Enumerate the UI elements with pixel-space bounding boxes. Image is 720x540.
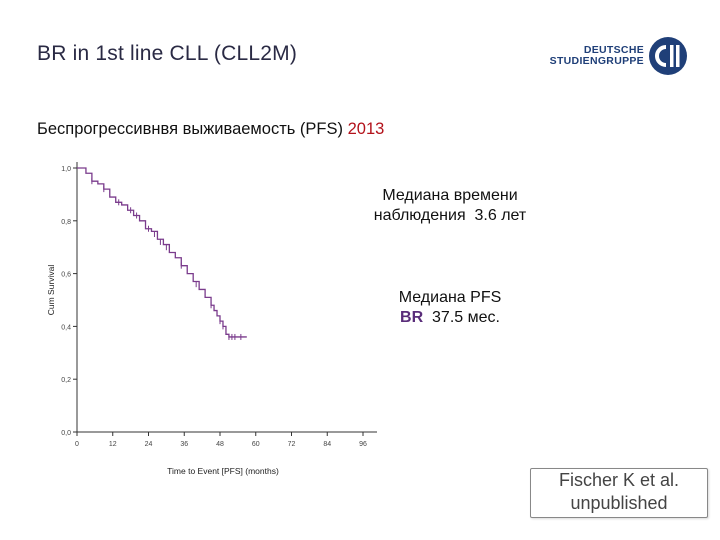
followup-line-2: наблюдения 3.6 лет [350,206,550,226]
median-line-1: Медиана PFS [398,289,502,306]
followup-line-1: Медиана времени [382,187,518,204]
km-survival-chart: 0,0 0,2 0,4 0,6 0,8 1,0 0 12 24 36 48 60 72 84 96 Cum … [46,162,377,476]
median-pfs-note: Медиана PFS BR 37.5 мес. [360,288,540,328]
cll-logo-icon [649,37,687,75]
x-tick-label: 36 [180,441,188,448]
survival-curve [77,167,247,338]
followup-value: 3.6 лет [474,207,527,224]
citation-line-1: Fischer K et al. [558,470,680,490]
x-tick-label: 12 [109,441,117,448]
x-tick-label: 60 [252,441,260,448]
x-tick-label: 96 [359,441,367,448]
logo-line-2: STUDIENGRUPPE [549,55,644,67]
x-tick-label: 72 [288,441,296,448]
logo-line-1: DEUTSCHE [583,44,644,56]
slide-title: BR in 1st line CLL (CLL2M) [37,42,298,65]
y-tick-label: 0,4 [61,324,71,331]
x-tick-label: 0 [75,441,79,448]
y-axis-label: Cum Survival [46,265,56,316]
x-axis-label: Time to Event [PFS] (months) [167,466,279,476]
study-group-logo: DEUTSCHE STUDIENGRUPPE [550,36,688,76]
logo-text: DEUTSCHE STUDIENGRUPPE [550,45,644,67]
median-value: 37.5 мес. [432,309,500,326]
y-tick-label: 1,0 [61,166,71,173]
followup-note: Медиана времени наблюдения 3.6 лет [350,186,550,226]
y-tick-label: 0,0 [61,430,71,437]
y-tick-label: 0,2 [61,377,71,384]
median-line-2: BR 37.5 мес. [360,308,540,328]
x-tick-label: 84 [323,441,331,448]
y-tick-label: 0,8 [61,219,71,226]
y-tick-label: 0,6 [61,272,71,279]
median-arm: BR [400,309,424,326]
citation-line-2: unpublished [570,493,668,513]
chart-subtitle: Беспрогрессивнвя выживаемость (PFS) 2013 [37,120,384,139]
subtitle-text: Беспрогрессивнвя выживаемость (PFS) [37,120,344,138]
x-tick-label: 48 [216,441,224,448]
citation-box: Fischer K et al. unpublished [530,468,708,518]
x-tick-label: 24 [145,441,153,448]
subtitle-year: 2013 [347,120,385,138]
followup-prefix: наблюдения [373,207,466,224]
